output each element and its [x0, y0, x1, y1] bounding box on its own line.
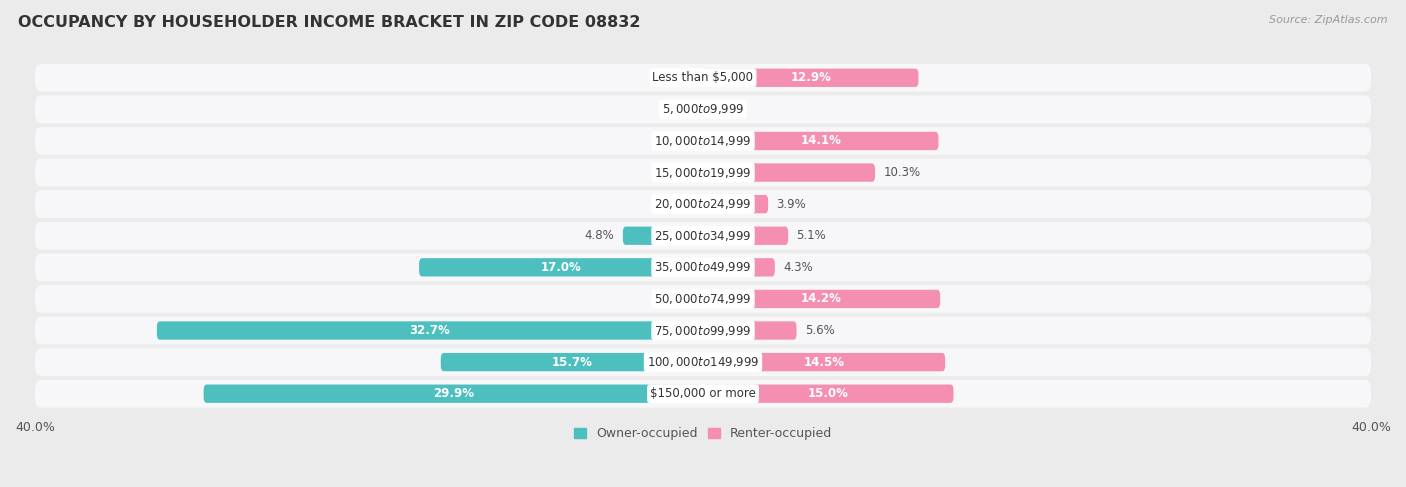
Text: 0.0%: 0.0%	[710, 103, 740, 116]
FancyBboxPatch shape	[623, 226, 703, 245]
Text: 0.0%: 0.0%	[666, 166, 696, 179]
FancyBboxPatch shape	[35, 159, 1371, 187]
Text: 5.6%: 5.6%	[804, 324, 835, 337]
FancyBboxPatch shape	[703, 258, 775, 277]
Text: 5.1%: 5.1%	[797, 229, 827, 242]
Text: 12.9%: 12.9%	[790, 71, 831, 84]
Text: 3.9%: 3.9%	[776, 198, 806, 211]
Text: 4.8%: 4.8%	[585, 229, 614, 242]
FancyBboxPatch shape	[204, 385, 703, 403]
Text: $15,000 to $19,999: $15,000 to $19,999	[654, 166, 752, 180]
FancyBboxPatch shape	[419, 258, 703, 277]
FancyBboxPatch shape	[35, 95, 1371, 123]
Text: 0.0%: 0.0%	[666, 103, 696, 116]
Text: $10,000 to $14,999: $10,000 to $14,999	[654, 134, 752, 148]
FancyBboxPatch shape	[703, 195, 768, 213]
Text: $35,000 to $49,999: $35,000 to $49,999	[654, 261, 752, 274]
Text: $50,000 to $74,999: $50,000 to $74,999	[654, 292, 752, 306]
FancyBboxPatch shape	[703, 290, 941, 308]
FancyBboxPatch shape	[35, 222, 1371, 250]
Text: 15.0%: 15.0%	[808, 387, 849, 400]
FancyBboxPatch shape	[157, 321, 703, 339]
FancyBboxPatch shape	[703, 353, 945, 371]
FancyBboxPatch shape	[35, 317, 1371, 344]
FancyBboxPatch shape	[35, 285, 1371, 313]
Text: 0.0%: 0.0%	[666, 71, 696, 84]
FancyBboxPatch shape	[703, 69, 918, 87]
Text: 17.0%: 17.0%	[541, 261, 582, 274]
Text: $20,000 to $24,999: $20,000 to $24,999	[654, 197, 752, 211]
Legend: Owner-occupied, Renter-occupied: Owner-occupied, Renter-occupied	[568, 422, 838, 445]
FancyBboxPatch shape	[35, 380, 1371, 408]
FancyBboxPatch shape	[703, 164, 875, 182]
Text: 0.0%: 0.0%	[666, 198, 696, 211]
FancyBboxPatch shape	[35, 348, 1371, 376]
FancyBboxPatch shape	[703, 321, 797, 339]
Text: $150,000 or more: $150,000 or more	[650, 387, 756, 400]
Text: OCCUPANCY BY HOUSEHOLDER INCOME BRACKET IN ZIP CODE 08832: OCCUPANCY BY HOUSEHOLDER INCOME BRACKET …	[18, 15, 641, 30]
Text: 15.7%: 15.7%	[551, 356, 592, 369]
Text: 29.9%: 29.9%	[433, 387, 474, 400]
Text: Source: ZipAtlas.com: Source: ZipAtlas.com	[1270, 15, 1388, 25]
Text: $5,000 to $9,999: $5,000 to $9,999	[662, 102, 744, 116]
Text: $100,000 to $149,999: $100,000 to $149,999	[647, 355, 759, 369]
Text: 14.2%: 14.2%	[801, 292, 842, 305]
Text: Less than $5,000: Less than $5,000	[652, 71, 754, 84]
FancyBboxPatch shape	[35, 253, 1371, 281]
Text: 0.0%: 0.0%	[666, 292, 696, 305]
FancyBboxPatch shape	[35, 190, 1371, 218]
Text: $75,000 to $99,999: $75,000 to $99,999	[654, 323, 752, 337]
FancyBboxPatch shape	[703, 132, 938, 150]
Text: 14.5%: 14.5%	[804, 356, 845, 369]
FancyBboxPatch shape	[703, 385, 953, 403]
FancyBboxPatch shape	[35, 127, 1371, 155]
Text: 4.3%: 4.3%	[783, 261, 813, 274]
Text: $25,000 to $34,999: $25,000 to $34,999	[654, 229, 752, 243]
Text: 0.0%: 0.0%	[666, 134, 696, 148]
FancyBboxPatch shape	[35, 64, 1371, 92]
FancyBboxPatch shape	[441, 353, 703, 371]
Text: 32.7%: 32.7%	[409, 324, 450, 337]
FancyBboxPatch shape	[703, 226, 789, 245]
Text: 14.1%: 14.1%	[800, 134, 841, 148]
Text: 10.3%: 10.3%	[883, 166, 921, 179]
